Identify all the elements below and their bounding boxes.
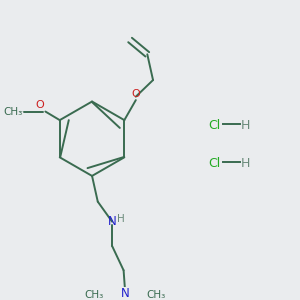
Text: N: N [108,215,116,228]
Text: Cl: Cl [208,157,220,169]
Text: N: N [121,287,129,300]
Text: O: O [131,89,140,99]
Text: H: H [241,119,250,132]
Text: O: O [36,100,44,110]
Text: H: H [117,214,125,224]
Text: Cl: Cl [208,119,220,132]
Text: CH₃: CH₃ [147,290,166,300]
Text: H: H [241,157,250,169]
Text: methoxy: methoxy [19,111,26,112]
Text: CH₃: CH₃ [4,106,23,116]
Text: CH₃: CH₃ [84,290,104,300]
